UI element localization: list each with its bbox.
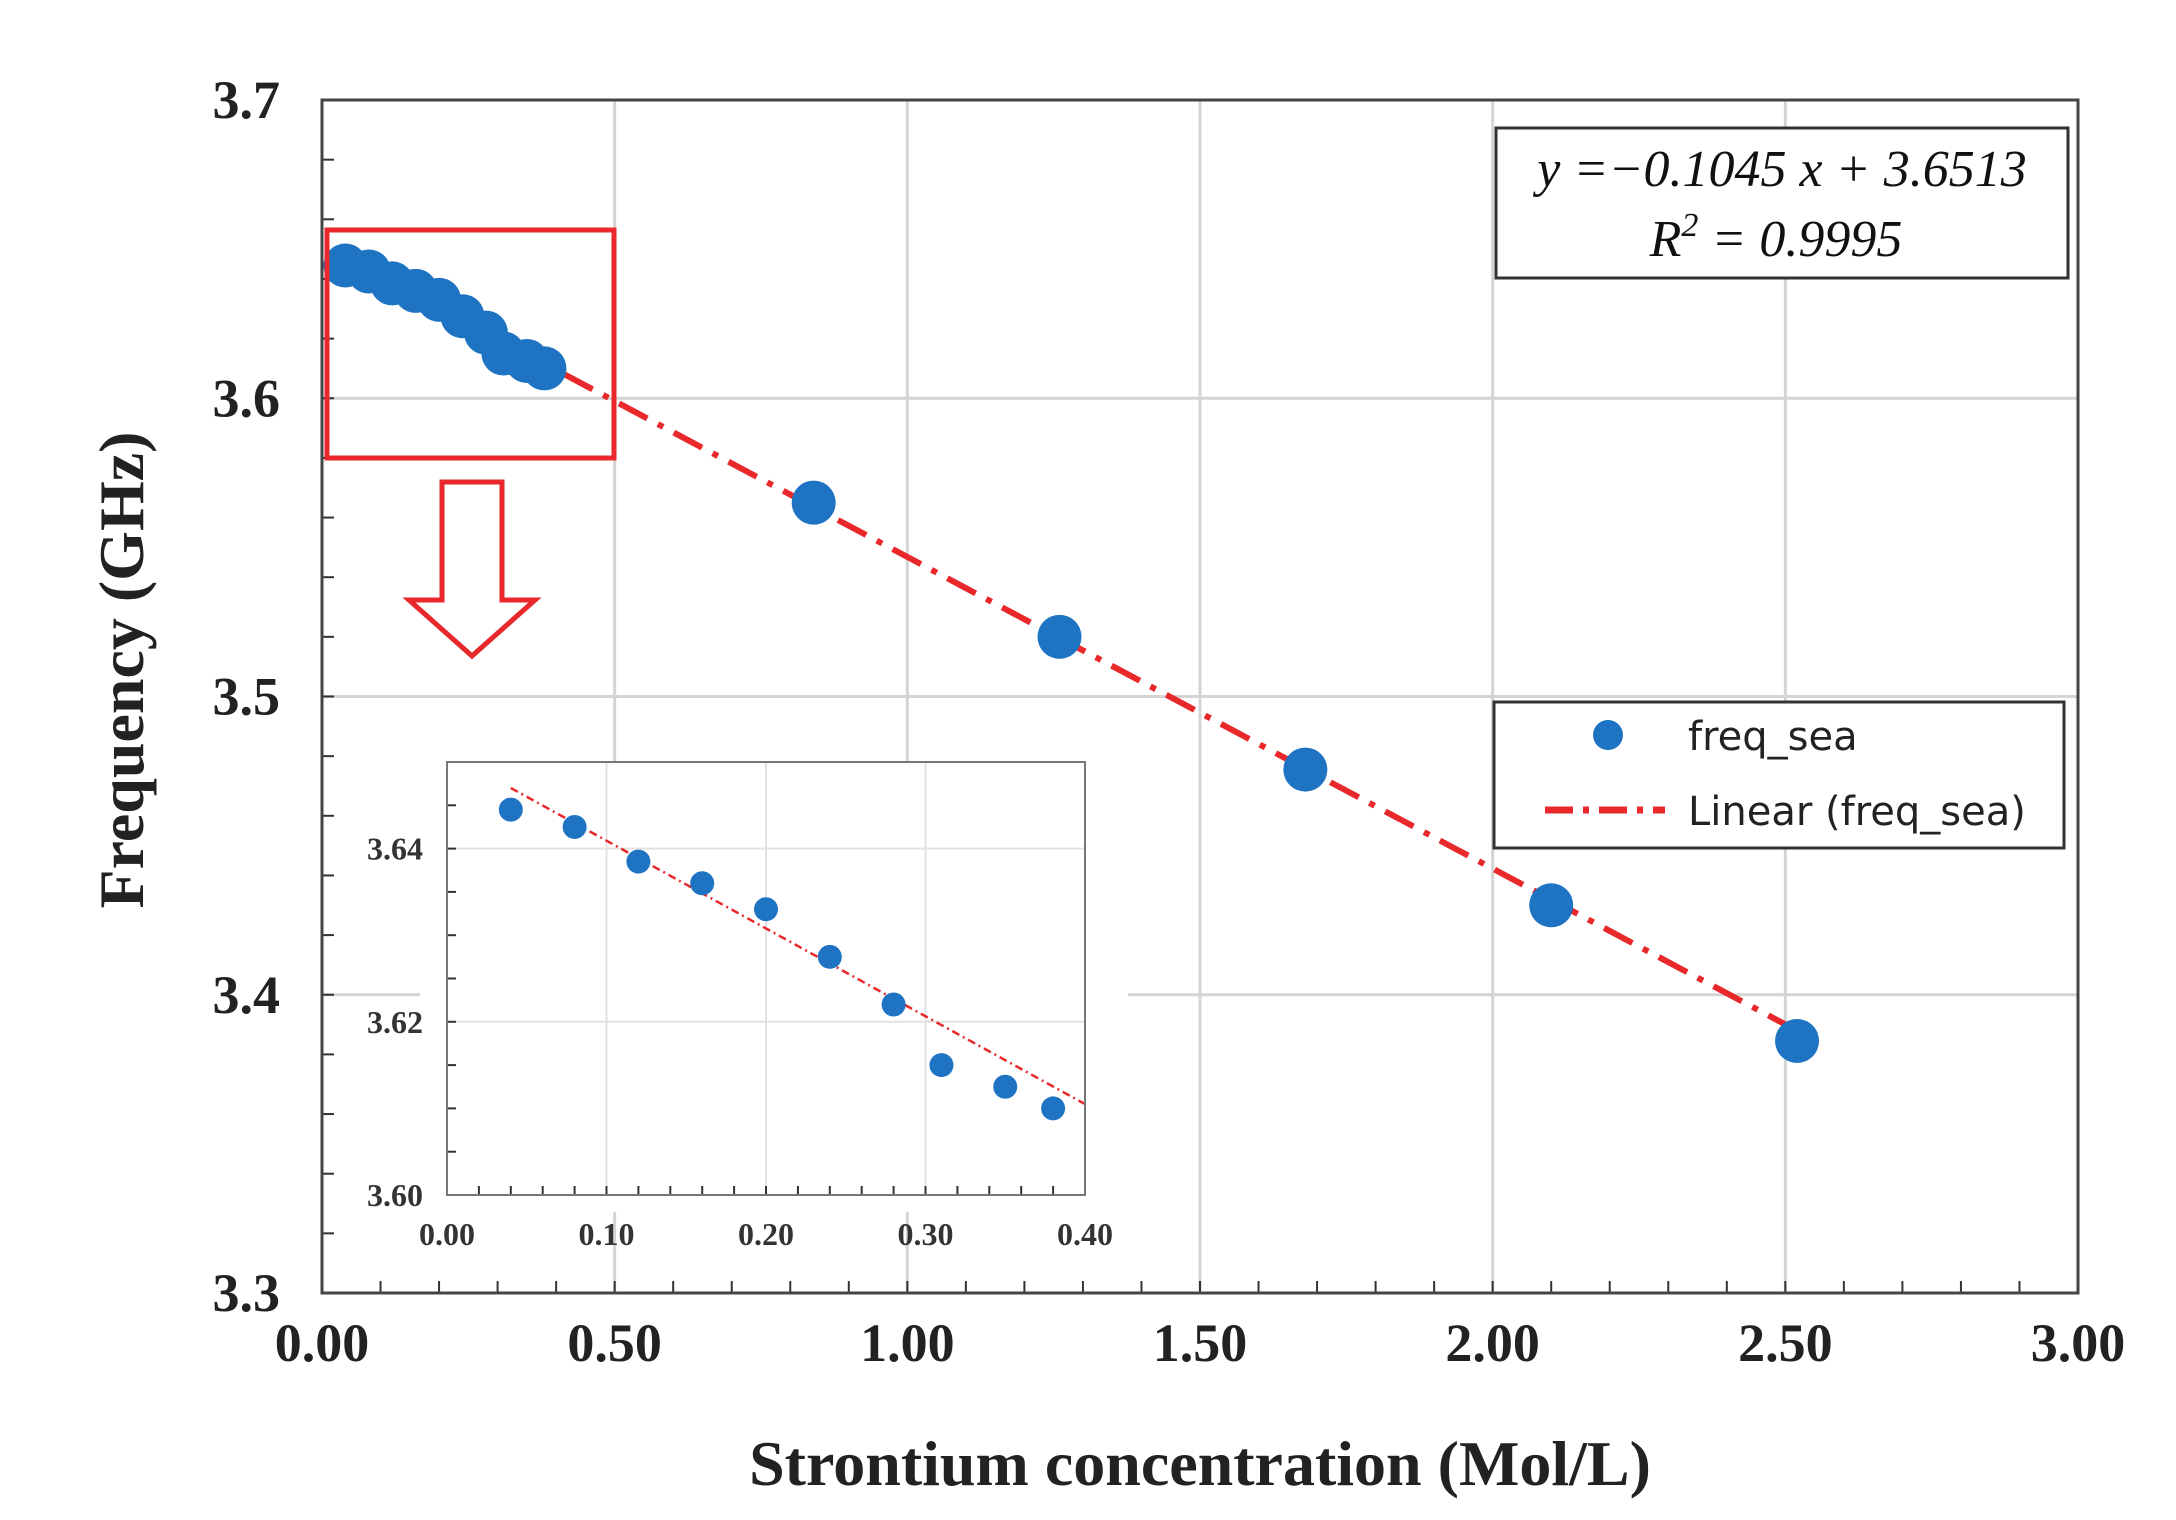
zoom-arrow-icon [402,479,542,660]
legend-label-linear: Linear (freq_sea) [1688,789,2026,835]
main-plot-tick-labels: 0.00 0.50 1.00 1.50 2.00 2.50 3.00 3.3 3.4 3.5 3.6… [213,70,2126,1373]
legend-marker-freq-sea [1593,720,1623,750]
main-data-point [791,480,836,525]
main-y-tick-label: 3.5 [213,667,281,727]
main-y-tick-label: 3.4 [213,965,281,1025]
inset-trendline-line [510,786,1086,1106]
inset-data-point [881,992,906,1017]
main-y-tick-label: 3.6 [213,368,281,428]
inset-data-point [690,871,715,896]
equation-box: y =−0.1045 x + 3.6513 R2 = 0.9995 [1494,126,2070,280]
main-x-tick-label: 3.00 [2031,1313,2126,1373]
inset-y-tick-label: 3.62 [367,1004,423,1040]
legend-label-freq-sea: freq_sea [1688,714,1858,760]
main-data-point [1775,1018,1820,1063]
inset-chart: 0.00 0.10 0.20 0.30 0.40 3.60 3.62 3.64 [367,761,1128,1252]
inset-grid [447,762,1085,1195]
inset-background [420,762,1128,1212]
main-y-tick-label: 3.3 [213,1263,281,1323]
inset-x-tick-label: 0.20 [738,1216,794,1252]
main-x-tick-label: 2.00 [1445,1313,1540,1373]
legend: freq_sea Linear (freq_sea) [1492,700,2066,850]
inset-y-tick-label: 3.64 [367,831,423,867]
inset-data-point [993,1074,1018,1099]
main-x-tick-label: 1.00 [860,1313,955,1373]
inset-x-tick-label: 0.10 [579,1216,635,1252]
inset-y-tick-label: 3.60 [367,1177,423,1213]
inset-trendline [510,786,1086,1106]
main-data-point [1529,883,1574,928]
main-x-tick-label: 0.00 [275,1313,370,1373]
r-squared: R2 = 0.9995 [1649,207,1903,268]
equation-line: y =−0.1045 x + 3.6513 [1532,141,2026,198]
inset-data-point [626,849,651,874]
main-data-point [522,346,567,391]
inset-data-point [1041,1096,1066,1121]
main-data-point [1037,614,1082,659]
main-x-tick-label: 2.50 [1738,1313,1833,1373]
main-y-tick-label: 3.7 [213,70,281,130]
r-squared-value: = 0.9995 [1698,211,1902,268]
inset-x-tick-label: 0.40 [1057,1216,1113,1252]
r-squared-label: R [1649,211,1682,268]
inset-data-point [498,797,523,822]
inset-x-tick-label: 0.00 [419,1216,475,1252]
r-squared-superscript: 2 [1681,207,1698,244]
main-plot-frame [320,98,2080,1295]
x-axis-title: Strontium concentration (Mol/L) [749,1428,1651,1499]
inset-data-point [929,1053,954,1078]
y-axis-title: Frequency (GHz) [86,432,157,909]
inset-data-point [562,814,587,839]
main-points [323,243,1820,1063]
main-x-tick-label: 1.50 [1153,1313,1248,1373]
inset-data-point [754,897,778,922]
inset-x-tick-label: 0.30 [898,1216,954,1252]
main-x-tick-label: 0.50 [567,1313,662,1373]
inset-frame [446,761,1086,1196]
inset-tick-labels: 0.00 0.10 0.20 0.30 0.40 3.60 3.62 3.64 [367,831,1113,1252]
inset-points [498,797,1066,1121]
inset-data-point [817,944,842,969]
zoom-region-box [324,227,617,461]
main-data-point [1283,747,1328,792]
